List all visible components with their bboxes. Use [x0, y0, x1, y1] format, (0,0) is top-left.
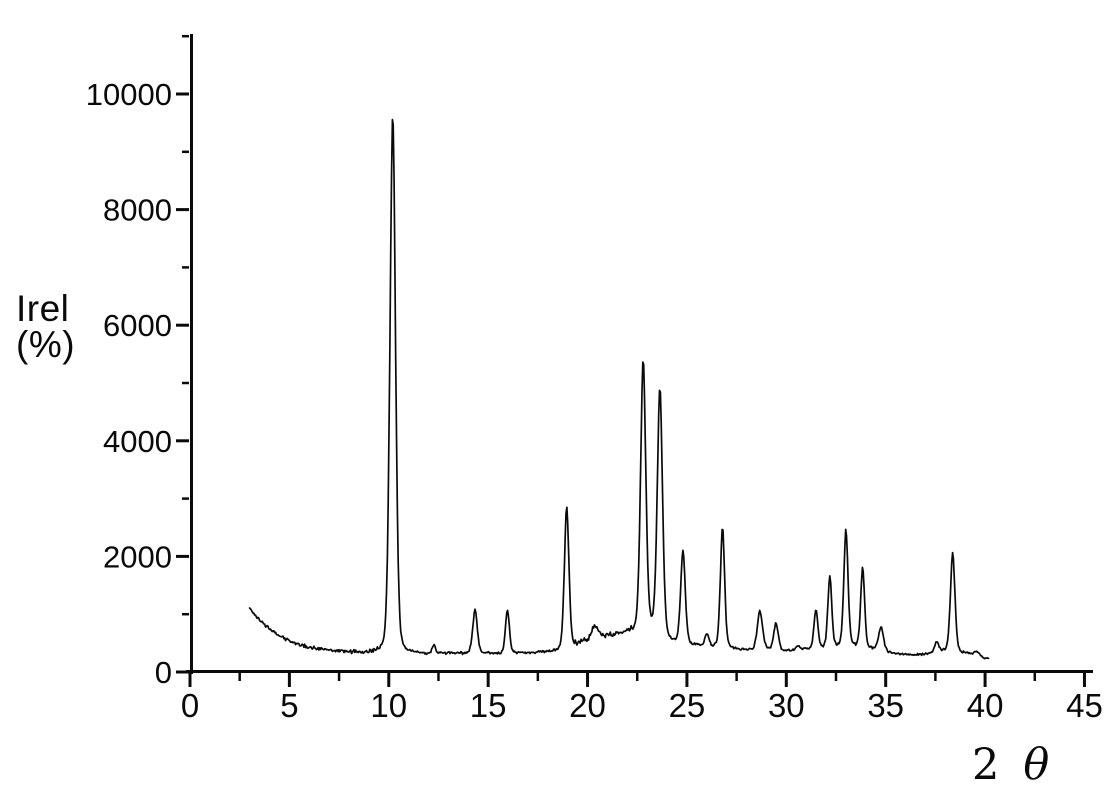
y-axis-title: Irel (%) [16, 288, 76, 365]
x-tick-label: 30 [768, 687, 805, 724]
theta-symbol: θ [1023, 740, 1050, 790]
x-axis-title-number: 2 [972, 740, 1000, 790]
x-tick-label: 40 [967, 687, 1004, 724]
x-tick-label: 5 [280, 687, 298, 724]
y-axis-title-line1: Irel [16, 288, 70, 329]
y-tick-label: 8000 [103, 193, 172, 228]
y-tick-label: 2000 [103, 539, 172, 574]
x-tick-label: 10 [370, 687, 407, 724]
y-tick-label: 0 [155, 655, 172, 690]
y-axis-title-line2: (%) [16, 324, 76, 365]
diffraction-trace [248, 118, 990, 660]
y-tick-label: 4000 [103, 424, 172, 459]
x-tick-label: 45 [1066, 687, 1103, 724]
x-tick-label: 15 [470, 687, 507, 724]
x-tick-label: 35 [867, 687, 904, 724]
x-tick-label: 20 [569, 687, 606, 724]
x-tick-label: 25 [669, 687, 706, 724]
y-tick-label: 10000 [86, 77, 172, 112]
y-tick-label: 6000 [103, 308, 172, 343]
x-tick-label: 0 [181, 687, 199, 724]
